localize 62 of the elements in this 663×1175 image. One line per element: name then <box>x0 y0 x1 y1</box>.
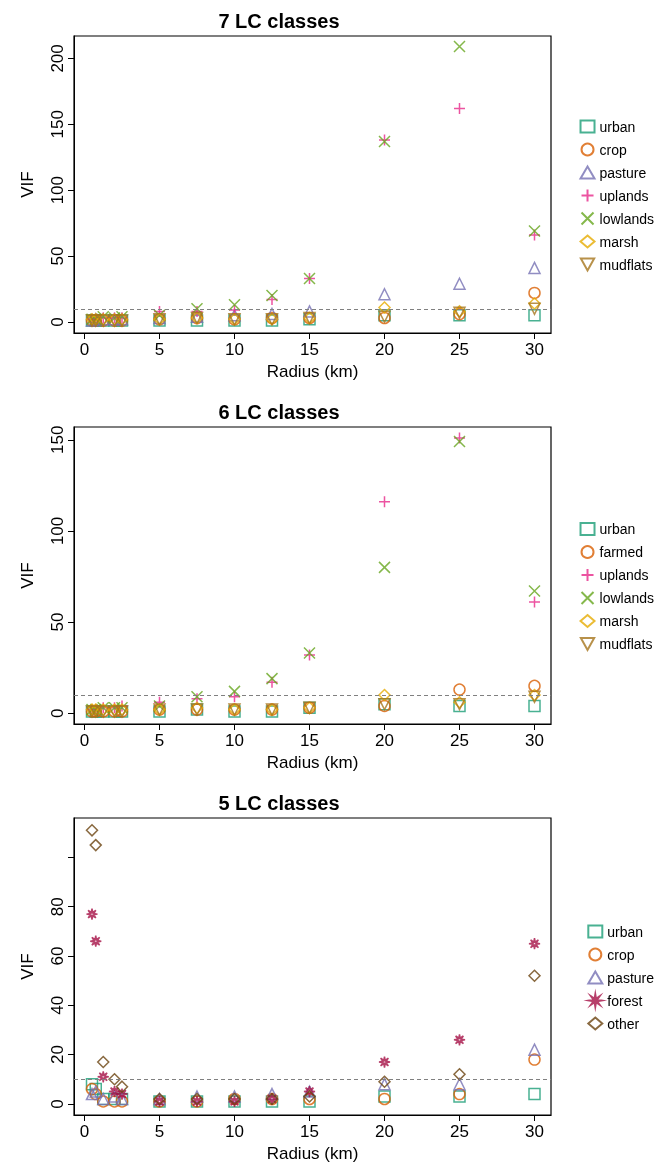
x-tick-label: 25 <box>450 340 469 359</box>
chart-title: 5 LC classes <box>218 792 340 814</box>
x-tick-label: 10 <box>225 731 244 750</box>
chart-title: 6 LC classes <box>218 401 340 423</box>
x-tick-label: 0 <box>79 340 90 359</box>
legend-label: mudflats <box>599 636 653 652</box>
legend-label: marsh <box>599 233 639 250</box>
x-tick-label: 20 <box>375 731 394 750</box>
x-tick-label: 5 <box>154 340 165 359</box>
x-tick-label: 30 <box>525 340 544 359</box>
legend-label: uplands <box>599 187 649 204</box>
y-tick-label: 20 <box>48 1045 67 1065</box>
y-axis-title: VIF <box>18 953 37 980</box>
x-tick-label: 15 <box>300 731 319 750</box>
y-tick-label: 60 <box>48 946 67 966</box>
y-tick-label: 0 <box>48 1099 67 1109</box>
y-tick-label: 50 <box>48 246 67 266</box>
legend-label: lowlands <box>599 590 655 606</box>
chart-title: 7 LC classes <box>218 10 340 32</box>
legend-label: crop <box>599 141 627 158</box>
legend-label: uplands <box>599 567 649 583</box>
y-tick-label: 0 <box>48 317 67 327</box>
x-tick-label: 5 <box>154 1122 165 1141</box>
x-tick-label: 20 <box>375 340 394 359</box>
y-tick-label: 0 <box>48 708 67 718</box>
legend-label: marsh <box>599 613 639 629</box>
x-tick-label: 15 <box>300 1122 319 1141</box>
x-tick-label: 10 <box>225 340 244 359</box>
legend-label: other <box>607 1015 640 1032</box>
x-tick-label: 30 <box>525 1122 544 1141</box>
legend-label: farmed <box>599 544 644 560</box>
y-axis-title: VIF <box>18 171 37 198</box>
x-tick-label: 25 <box>450 1122 469 1141</box>
y-axis-title: VIF <box>18 562 37 589</box>
x-tick-label: 0 <box>79 731 90 750</box>
x-tick-label: 0 <box>79 1122 90 1141</box>
legend-label: urban <box>599 521 636 537</box>
legend-label: lowlands <box>599 210 655 227</box>
legend-label: crop <box>607 946 635 963</box>
x-axis-title: Radius (km) <box>266 752 359 772</box>
x-axis-title: Radius (km) <box>266 1143 359 1163</box>
legend-label: urban <box>607 923 644 940</box>
y-tick-label: 50 <box>48 612 67 632</box>
x-tick-label: 25 <box>450 731 469 750</box>
y-tick-label: 100 <box>48 516 67 546</box>
y-tick-label: 100 <box>48 175 67 205</box>
y-tick-label: 40 <box>48 995 67 1015</box>
x-tick-label: 20 <box>375 1122 394 1141</box>
x-tick-label: 5 <box>154 731 165 750</box>
x-axis-title: Radius (km) <box>266 361 359 381</box>
legend-label: pasture <box>599 164 647 181</box>
y-tick-label: 80 <box>48 897 67 917</box>
y-tick-label: 200 <box>48 44 67 73</box>
legend-label: pasture <box>607 969 655 986</box>
x-tick-label: 30 <box>525 731 544 750</box>
x-tick-label: 15 <box>300 340 319 359</box>
legend-label: urban <box>599 118 636 135</box>
legend-label: forest <box>607 992 643 1009</box>
x-tick-label: 10 <box>225 1122 244 1141</box>
legend-label: mudflats <box>599 256 653 273</box>
y-tick-label: 150 <box>48 110 67 139</box>
y-tick-label: 150 <box>48 425 67 454</box>
